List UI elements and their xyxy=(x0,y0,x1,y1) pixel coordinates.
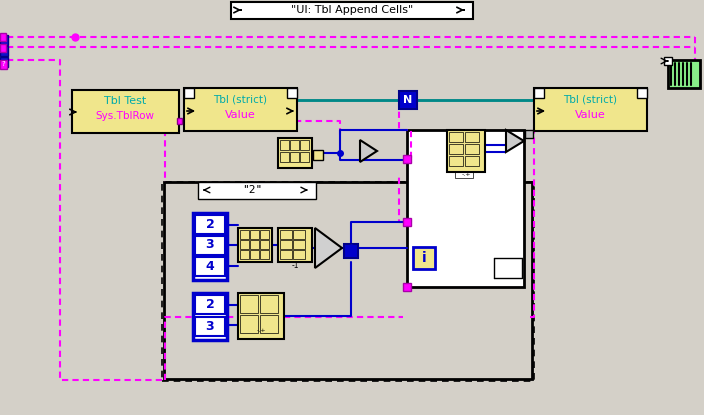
Text: N: N xyxy=(403,95,413,105)
Bar xyxy=(344,244,358,258)
Bar xyxy=(280,140,289,150)
Bar xyxy=(280,240,292,249)
Bar xyxy=(250,240,259,249)
Bar xyxy=(403,155,411,163)
Bar xyxy=(0,57,8,67)
Bar xyxy=(240,315,258,333)
Bar xyxy=(250,230,259,239)
Bar xyxy=(231,2,473,19)
Bar xyxy=(465,156,479,166)
Bar xyxy=(260,295,278,313)
Bar xyxy=(293,240,305,249)
Bar xyxy=(0,33,6,41)
Bar xyxy=(195,215,225,234)
Text: Value: Value xyxy=(225,110,256,120)
Bar xyxy=(177,118,182,124)
Text: -1: -1 xyxy=(291,261,298,269)
Bar xyxy=(280,152,289,162)
Bar xyxy=(534,88,544,98)
Bar xyxy=(300,152,309,162)
Bar xyxy=(407,130,524,287)
Bar xyxy=(0,60,7,69)
Text: 3: 3 xyxy=(206,320,214,332)
Polygon shape xyxy=(506,130,524,152)
Bar xyxy=(260,240,269,249)
Bar xyxy=(238,228,272,262)
Bar xyxy=(260,230,269,239)
Text: ?: ? xyxy=(1,61,6,68)
Text: "2": "2" xyxy=(242,185,262,195)
Bar xyxy=(455,171,473,178)
Bar xyxy=(195,295,225,314)
Bar xyxy=(449,156,463,166)
Text: 2: 2 xyxy=(206,298,215,310)
Bar xyxy=(0,46,8,56)
Bar xyxy=(534,88,647,131)
Bar xyxy=(403,218,411,226)
Polygon shape xyxy=(360,140,377,162)
Bar xyxy=(240,240,249,249)
Bar xyxy=(293,250,305,259)
Text: 2: 2 xyxy=(206,217,215,230)
Bar xyxy=(195,236,225,255)
Bar xyxy=(668,60,700,88)
Bar xyxy=(240,295,258,313)
Bar xyxy=(240,230,249,239)
Bar xyxy=(0,44,6,52)
Text: Tbl Test: Tbl Test xyxy=(104,96,146,106)
Bar xyxy=(238,293,284,339)
Bar xyxy=(195,257,225,276)
Bar xyxy=(465,132,479,142)
Text: Tbl (strict): Tbl (strict) xyxy=(563,95,617,105)
Text: Tbl (strict): Tbl (strict) xyxy=(213,95,267,105)
Bar xyxy=(293,230,305,239)
Bar xyxy=(447,130,485,172)
Bar xyxy=(449,132,463,142)
Bar xyxy=(260,250,269,259)
Bar xyxy=(260,315,278,333)
Bar xyxy=(465,144,479,154)
Bar xyxy=(399,91,417,109)
Bar xyxy=(290,152,299,162)
Bar xyxy=(195,317,225,336)
Bar xyxy=(250,250,259,259)
Text: 3: 3 xyxy=(206,239,214,251)
Text: "UI: Tbl Append Cells": "UI: Tbl Append Cells" xyxy=(291,5,413,15)
Bar xyxy=(637,88,647,98)
Bar xyxy=(403,283,411,291)
Bar xyxy=(278,138,312,168)
Polygon shape xyxy=(315,228,342,268)
Bar xyxy=(193,293,227,340)
Bar xyxy=(72,90,179,133)
Bar xyxy=(280,250,292,259)
Bar xyxy=(664,57,672,65)
Bar xyxy=(287,88,297,98)
Text: -.+: -.+ xyxy=(461,171,471,176)
Bar xyxy=(184,88,297,131)
Bar xyxy=(300,140,309,150)
Text: Sys.TblRow: Sys.TblRow xyxy=(96,111,154,121)
Bar xyxy=(240,250,249,259)
Bar xyxy=(313,150,323,160)
Text: 4: 4 xyxy=(206,259,215,273)
Bar xyxy=(525,130,533,138)
Bar xyxy=(193,213,227,280)
Bar xyxy=(413,247,435,269)
Bar xyxy=(280,230,292,239)
Bar xyxy=(164,182,532,379)
Text: Value: Value xyxy=(574,110,605,120)
Bar xyxy=(278,228,312,262)
Bar xyxy=(198,182,316,199)
Text: i: i xyxy=(422,251,427,265)
Bar xyxy=(162,182,534,381)
Bar xyxy=(184,88,194,98)
Bar xyxy=(290,140,299,150)
Bar xyxy=(0,35,8,45)
Text: -.+: -.+ xyxy=(256,329,265,334)
Bar xyxy=(449,144,463,154)
